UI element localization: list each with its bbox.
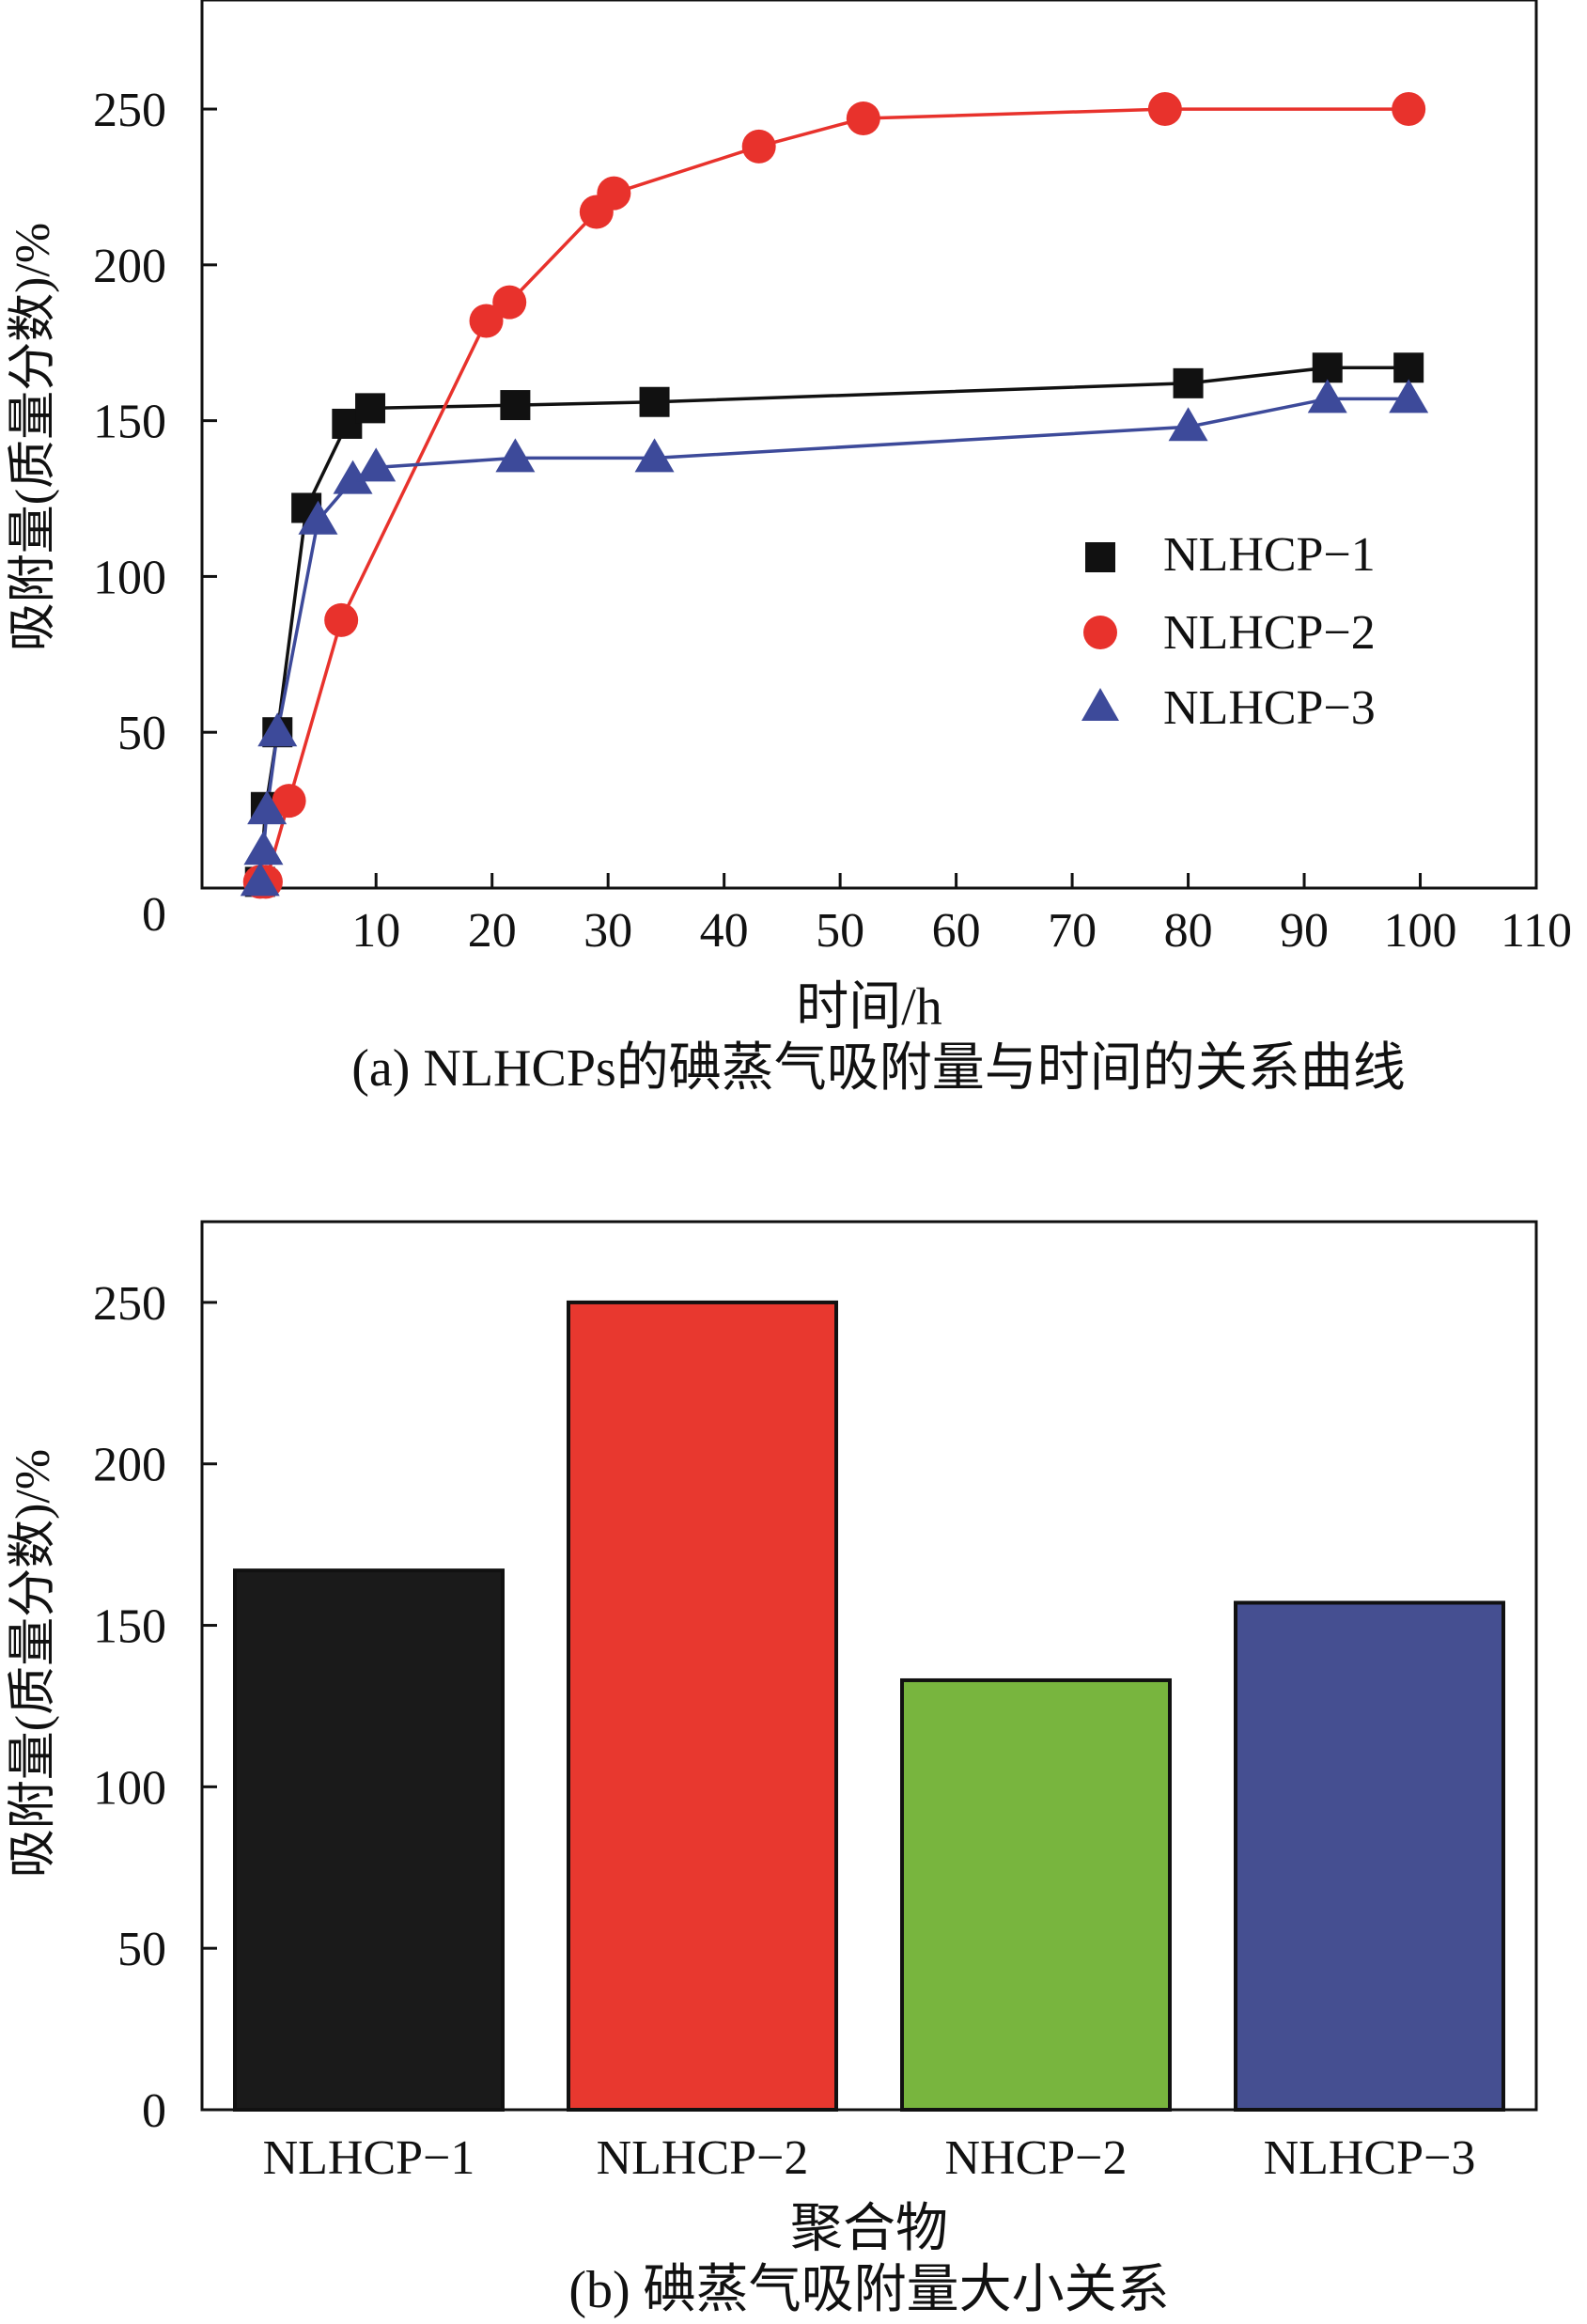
chart-a-caption: (a) NLHCPs的碘蒸气吸附量与时间的关系曲线 [351, 1039, 1406, 1098]
x-tick-label: 90 [1280, 904, 1329, 958]
x-tick-label: 50 [816, 904, 864, 958]
data-point-triangle [1307, 379, 1347, 413]
data-point-triangle [495, 438, 536, 473]
legend-label-nlhcp-2: NLHCP−2 [1163, 606, 1376, 660]
y-tick-label: 100 [93, 1761, 166, 1815]
chart-b-bars [233, 1300, 1505, 2113]
legend-label-nlhcp-3: NLHCP−3 [1163, 681, 1376, 735]
x-tick-label: 80 [1164, 904, 1213, 958]
legend-entry-nlhcp-2: NLHCP−2 [1083, 606, 1376, 660]
y-tick-label: 50 [117, 1923, 166, 1976]
y-tick-label: 150 [93, 1600, 166, 1654]
legend-marker-triangle [1081, 688, 1119, 721]
x-tick-label: 100 [1384, 904, 1457, 958]
category-label: NLHCP−2 [597, 2131, 809, 2185]
y-tick-label: 150 [93, 396, 166, 449]
y-tick-label: 100 [93, 551, 166, 604]
chart-a-legend: NLHCP−1 NLHCP−2 NLHCP−3 [1081, 528, 1376, 735]
chart-b-y-axis-label: 吸附量(质量分数)/% [7, 1449, 60, 1878]
data-point-triangle [333, 460, 373, 494]
bar-4 [1234, 1600, 1505, 2113]
data-point-triangle [356, 447, 397, 482]
chart-a-y-axis-label: 吸附量(质量分数)/% [7, 223, 60, 651]
legend-entry-nlhcp-3: NLHCP−3 [1081, 681, 1376, 735]
x-tick-label: 60 [932, 904, 981, 958]
y-tick-label: 200 [93, 1439, 166, 1492]
x-tick-label: 30 [583, 904, 632, 958]
chart-b-x-axis-label: 聚合物 [790, 2200, 948, 2258]
x-tick-label: 20 [468, 904, 517, 958]
data-point-triangle [298, 500, 338, 535]
data-point-square [639, 386, 670, 417]
bar-3 [900, 1677, 1172, 2112]
chart-b-ticks: 0 50 100 150 200 250 [93, 1277, 217, 2138]
data-point-triangle [243, 831, 284, 866]
legend-label-nlhcp-1: NLHCP−1 [1163, 528, 1376, 582]
data-point-triangle [1389, 379, 1429, 413]
line-chart-a: 10 20 30 40 50 60 70 80 90 100 110050100150200250 … [7, 0, 1572, 1098]
data-point-triangle [240, 862, 280, 897]
data-point-square [1312, 352, 1343, 383]
y-tick-label: 250 [93, 1277, 166, 1331]
chart-a-series-lines [257, 107, 1409, 884]
x-tick-label: 110 [1501, 904, 1572, 958]
data-point-triangle [247, 790, 288, 825]
y-tick-label: 0 [142, 2084, 166, 2138]
chart-a-series-markers [240, 92, 1429, 899]
data-point-square [355, 393, 386, 424]
y-tick-label: 50 [117, 707, 166, 760]
chart-a-x-axis-label: 时间/h [796, 978, 942, 1037]
y-tick-label: 0 [142, 888, 166, 942]
legend-entry-nlhcp-1: NLHCP−1 [1085, 528, 1376, 582]
data-point-circle [469, 304, 504, 338]
data-point-triangle [257, 712, 298, 747]
bar-2 [567, 1300, 838, 2112]
data-point-circle [846, 101, 880, 135]
chart-a-ticks: 10 20 30 40 50 60 70 80 90 100 110 0 50 100 150 200 250 [93, 84, 1572, 958]
data-point-circle [741, 129, 776, 164]
y-tick-label: 250 [93, 84, 166, 137]
data-point-square [1173, 367, 1204, 398]
data-point-circle [272, 784, 306, 819]
category-label: NLHCP−3 [1264, 2131, 1476, 2185]
data-point-square [500, 390, 531, 421]
data-point-triangle [1168, 407, 1208, 442]
category-label: NLHCP−1 [263, 2131, 475, 2185]
data-point-circle [324, 602, 359, 637]
legend-marker-circle [1083, 616, 1117, 649]
y-tick-label: 200 [93, 240, 166, 293]
x-tick-label: 40 [700, 904, 749, 958]
chart-b-caption: (b) 碘蒸气吸附量大小关系 [568, 2261, 1169, 2319]
chart-b-category-labels: NLHCP−1 NLHCP−2 NHCP−2 NLHCP−3 [263, 2131, 1476, 2185]
x-tick-label: 10 [351, 904, 400, 958]
data-point-circle [597, 176, 631, 211]
data-point-circle [1392, 92, 1426, 127]
bar-1 [233, 1568, 505, 2113]
category-label: NHCP−2 [944, 2131, 1127, 2185]
x-tick-label: 70 [1048, 904, 1097, 958]
chart-a-plot-frame [200, 0, 1538, 890]
chart-b-plot-frame [200, 1220, 1538, 2112]
data-point-circle [492, 285, 527, 320]
data-point-triangle [634, 438, 675, 473]
series-line-2 [259, 107, 1409, 884]
data-point-circle [1147, 92, 1182, 127]
data-point-square [1393, 352, 1424, 383]
legend-marker-square [1085, 542, 1115, 572]
